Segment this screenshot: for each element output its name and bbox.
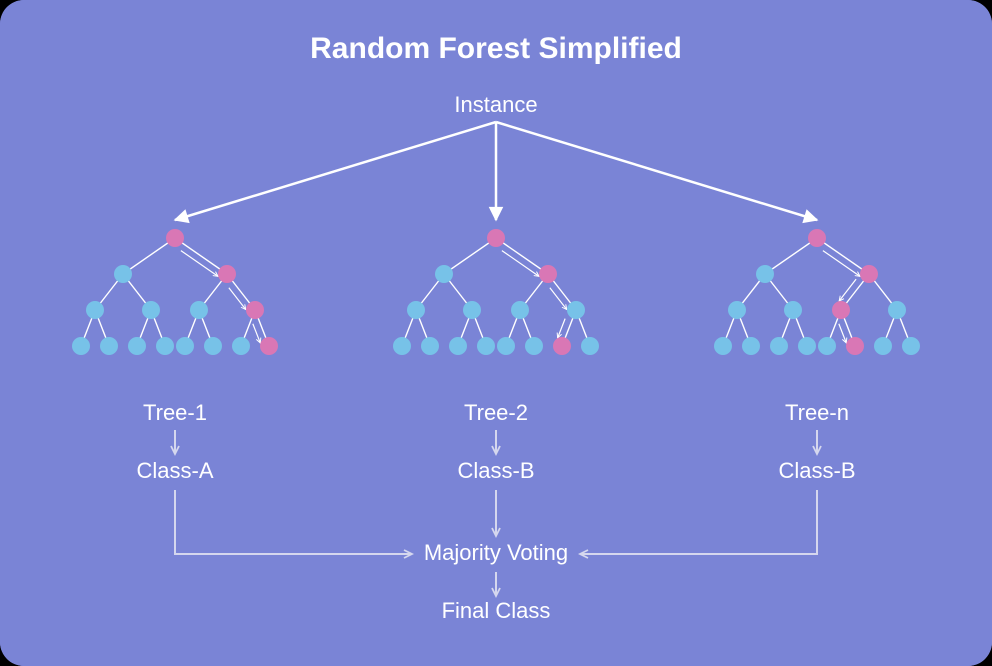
node-blue <box>477 337 495 355</box>
node-pink <box>539 265 557 283</box>
node-pink <box>832 301 850 319</box>
diagram-canvas: Random Forest Simplified Instance Tree-1… <box>0 0 992 666</box>
node-blue <box>128 337 146 355</box>
node-blue <box>421 337 439 355</box>
node-blue <box>874 337 892 355</box>
final-class-label: Final Class <box>442 598 551 623</box>
node-blue <box>581 337 599 355</box>
tree-label: Tree-n <box>785 400 849 425</box>
node-blue <box>818 337 836 355</box>
node-blue <box>204 337 222 355</box>
node-blue <box>190 301 208 319</box>
majority-voting-label: Majority Voting <box>424 540 568 565</box>
node-blue <box>888 301 906 319</box>
node-blue <box>156 337 174 355</box>
tree-label: Tree-2 <box>464 400 528 425</box>
diagram-svg: Random Forest Simplified Instance Tree-1… <box>0 0 992 666</box>
node-blue <box>114 265 132 283</box>
node-blue <box>728 301 746 319</box>
tree-label: Tree-1 <box>143 400 207 425</box>
node-blue <box>511 301 529 319</box>
instance-label: Instance <box>454 92 537 117</box>
node-blue <box>756 265 774 283</box>
class-label: Class-A <box>136 458 213 483</box>
node-blue <box>770 337 788 355</box>
node-blue <box>497 337 515 355</box>
node-pink <box>846 337 864 355</box>
node-blue <box>393 337 411 355</box>
title: Random Forest Simplified <box>310 32 682 65</box>
class-label: Class-B <box>778 458 855 483</box>
node-blue <box>232 337 250 355</box>
node-blue <box>714 337 732 355</box>
node-pink <box>553 337 571 355</box>
node-pink <box>260 337 278 355</box>
node-blue <box>798 337 816 355</box>
node-blue <box>176 337 194 355</box>
node-blue <box>142 301 160 319</box>
node-pink <box>860 265 878 283</box>
node-pink <box>487 229 505 247</box>
node-blue <box>72 337 90 355</box>
node-blue <box>449 337 467 355</box>
node-blue <box>86 301 104 319</box>
node-pink <box>166 229 184 247</box>
node-blue <box>463 301 481 319</box>
node-blue <box>784 301 802 319</box>
node-blue <box>407 301 425 319</box>
node-blue <box>525 337 543 355</box>
node-blue <box>100 337 118 355</box>
node-blue <box>435 265 453 283</box>
node-blue <box>902 337 920 355</box>
node-blue <box>567 301 585 319</box>
node-blue <box>742 337 760 355</box>
class-label: Class-B <box>457 458 534 483</box>
node-pink <box>218 265 236 283</box>
node-pink <box>246 301 264 319</box>
node-pink <box>808 229 826 247</box>
